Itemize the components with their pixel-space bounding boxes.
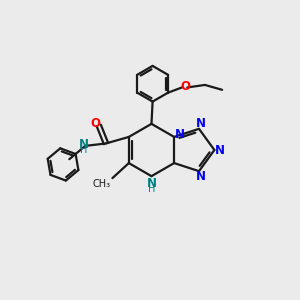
- Text: N: N: [175, 128, 184, 141]
- Text: CH₃: CH₃: [93, 179, 111, 189]
- Text: N: N: [196, 117, 206, 130]
- Text: O: O: [90, 117, 100, 130]
- Text: H: H: [148, 184, 155, 194]
- Text: N: N: [146, 177, 157, 190]
- Text: O: O: [180, 80, 190, 93]
- Text: N: N: [79, 138, 89, 151]
- Text: N: N: [215, 143, 225, 157]
- Text: H: H: [80, 145, 88, 155]
- Text: N: N: [196, 170, 206, 183]
